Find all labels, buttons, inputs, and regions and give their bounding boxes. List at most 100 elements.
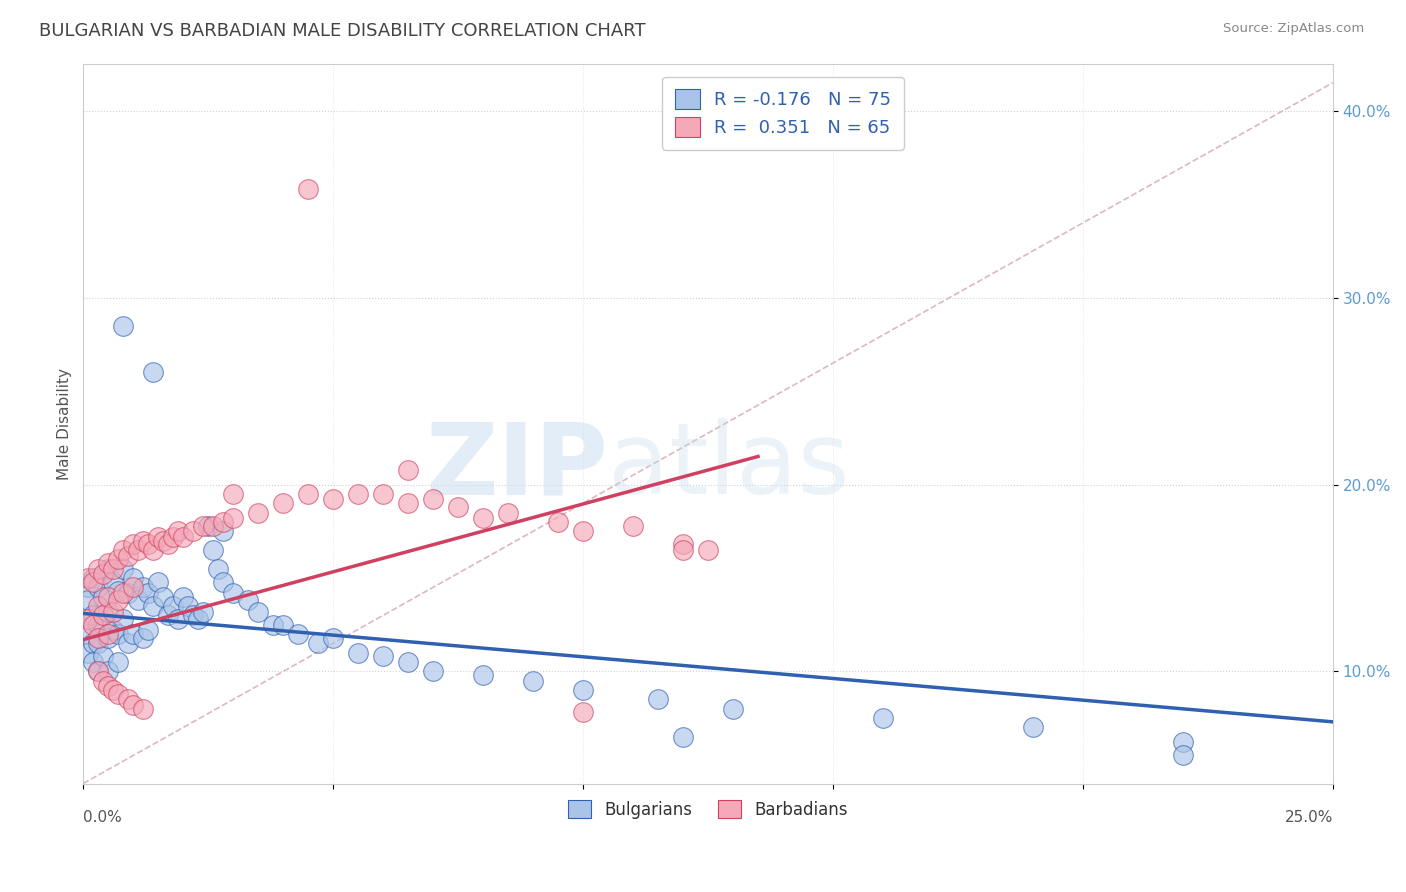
Point bbox=[212, 524, 235, 539]
Point bbox=[396, 496, 419, 510]
Point bbox=[82, 571, 104, 585]
Point bbox=[87, 631, 110, 645]
Point bbox=[103, 605, 125, 619]
Point bbox=[122, 698, 145, 712]
Point bbox=[181, 608, 204, 623]
Point bbox=[77, 580, 100, 594]
Point bbox=[97, 631, 120, 645]
Point bbox=[91, 649, 114, 664]
Point bbox=[396, 462, 419, 476]
Point bbox=[262, 617, 284, 632]
Point bbox=[103, 574, 125, 589]
Point bbox=[148, 574, 170, 589]
Point bbox=[82, 636, 104, 650]
Point bbox=[522, 673, 544, 688]
Point bbox=[127, 593, 149, 607]
Point bbox=[177, 599, 200, 613]
Point bbox=[77, 571, 100, 585]
Point bbox=[157, 608, 180, 623]
Point bbox=[82, 655, 104, 669]
Point bbox=[322, 492, 344, 507]
Point bbox=[447, 500, 470, 514]
Point bbox=[112, 543, 135, 558]
Point bbox=[271, 617, 294, 632]
Point bbox=[197, 518, 219, 533]
Point bbox=[1171, 735, 1194, 749]
Point bbox=[107, 584, 129, 599]
Point bbox=[97, 605, 120, 619]
Point bbox=[91, 617, 114, 632]
Point bbox=[122, 537, 145, 551]
Point bbox=[148, 530, 170, 544]
Point bbox=[77, 593, 100, 607]
Point bbox=[697, 543, 720, 558]
Text: 25.0%: 25.0% bbox=[1285, 810, 1333, 825]
Point bbox=[127, 543, 149, 558]
Point bbox=[112, 586, 135, 600]
Point bbox=[87, 665, 110, 679]
Text: 0.0%: 0.0% bbox=[83, 810, 122, 825]
Point bbox=[572, 706, 595, 720]
Point bbox=[112, 561, 135, 575]
Point bbox=[396, 655, 419, 669]
Point bbox=[142, 365, 165, 379]
Point bbox=[97, 679, 120, 693]
Point bbox=[107, 655, 129, 669]
Point bbox=[202, 518, 225, 533]
Point bbox=[547, 515, 569, 529]
Point bbox=[132, 631, 155, 645]
Point bbox=[322, 631, 344, 645]
Point bbox=[472, 511, 495, 525]
Point bbox=[91, 567, 114, 582]
Point bbox=[132, 580, 155, 594]
Point bbox=[117, 692, 139, 706]
Point bbox=[87, 599, 110, 613]
Point bbox=[422, 492, 444, 507]
Point bbox=[107, 627, 129, 641]
Point bbox=[172, 590, 194, 604]
Point bbox=[132, 702, 155, 716]
Point bbox=[122, 627, 145, 641]
Point bbox=[1022, 721, 1045, 735]
Point bbox=[136, 586, 159, 600]
Point bbox=[422, 665, 444, 679]
Point bbox=[82, 574, 104, 589]
Point bbox=[82, 617, 104, 632]
Point bbox=[77, 627, 100, 641]
Point bbox=[193, 518, 215, 533]
Point bbox=[87, 617, 110, 632]
Point bbox=[117, 636, 139, 650]
Point bbox=[238, 593, 260, 607]
Point bbox=[721, 702, 744, 716]
Point bbox=[91, 590, 114, 604]
Point bbox=[107, 687, 129, 701]
Point bbox=[672, 537, 695, 551]
Point bbox=[181, 524, 204, 539]
Point bbox=[97, 665, 120, 679]
Point bbox=[647, 692, 669, 706]
Point bbox=[107, 593, 129, 607]
Point bbox=[222, 487, 245, 501]
Text: BULGARIAN VS BARBADIAN MALE DISABILITY CORRELATION CHART: BULGARIAN VS BARBADIAN MALE DISABILITY C… bbox=[39, 22, 645, 40]
Point bbox=[872, 711, 894, 725]
Point bbox=[162, 599, 184, 613]
Point bbox=[136, 624, 159, 638]
Point bbox=[207, 561, 229, 575]
Point bbox=[142, 543, 165, 558]
Point bbox=[77, 646, 100, 660]
Text: ZIP: ZIP bbox=[425, 418, 607, 516]
Point bbox=[97, 590, 120, 604]
Point bbox=[97, 627, 120, 641]
Point bbox=[672, 543, 695, 558]
Point bbox=[247, 506, 270, 520]
Point bbox=[122, 580, 145, 594]
Point bbox=[222, 586, 245, 600]
Point bbox=[112, 318, 135, 333]
Point bbox=[373, 649, 395, 664]
Point bbox=[373, 487, 395, 501]
Point bbox=[82, 608, 104, 623]
Point bbox=[572, 683, 595, 698]
Point bbox=[212, 515, 235, 529]
Point bbox=[91, 608, 114, 623]
Point bbox=[142, 599, 165, 613]
